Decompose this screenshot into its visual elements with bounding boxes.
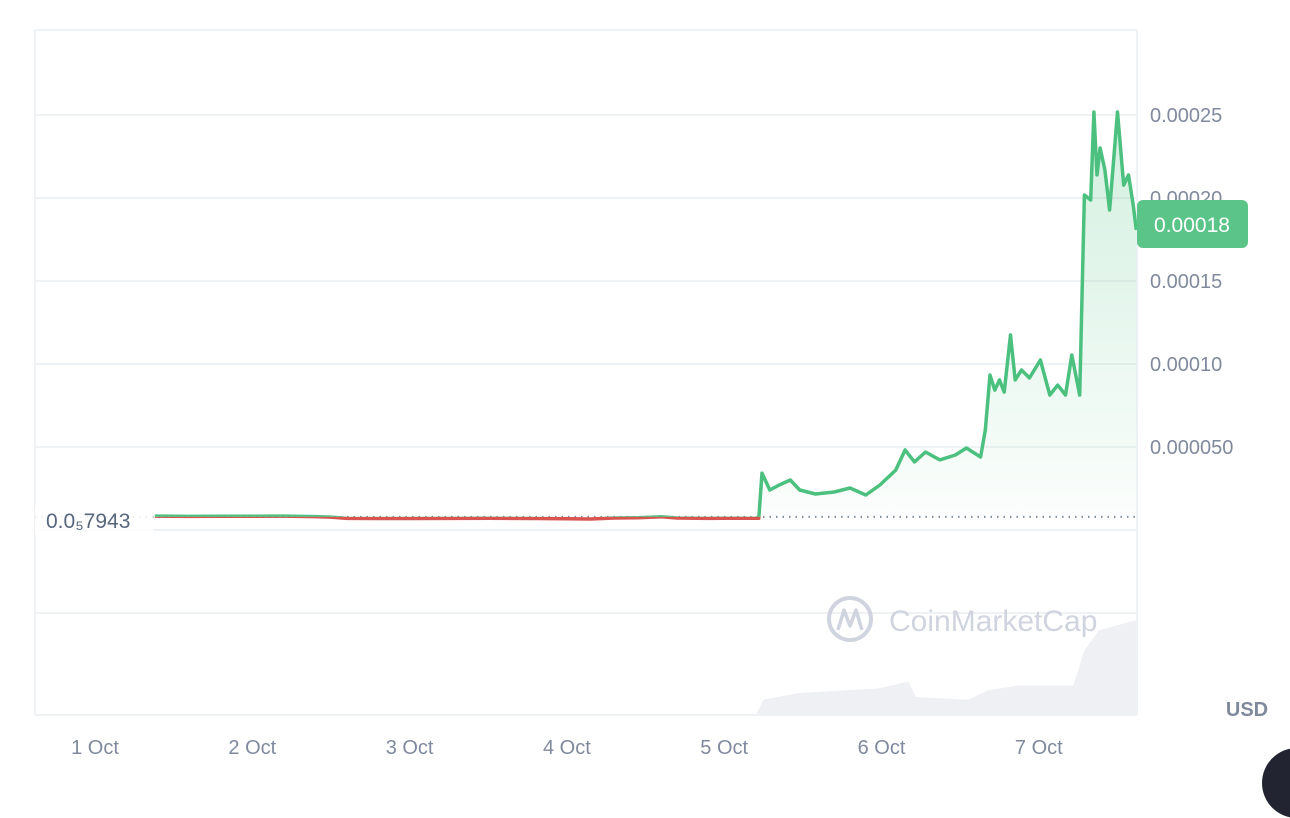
x-tick-label: 5 Oct [700,737,748,759]
current-price-label: 0.00018 [1154,214,1230,237]
currency-label[interactable]: USD [1226,699,1268,721]
y-tick-label: 0.00010 [1150,354,1222,376]
x-tick-label: 1 Oct [71,737,119,759]
y-tick-label: 0.000050 [1150,437,1233,459]
x-tick-label: 7 Oct [1015,737,1063,759]
current-price-badge [1137,200,1248,248]
gridlines [34,29,1138,716]
y-tick-label: 0.00025 [1150,105,1222,127]
price-chart: CoinMarketCap 0.0₅7943 0.000050 0.00010 0.… [34,29,1268,759]
watermark-text: CoinMarketCap [889,605,1097,638]
y-tick-label: 0.00015 [1150,271,1222,293]
x-tick-label: 3 Oct [386,737,434,759]
watermark: CoinMarketCap [827,596,1097,642]
reference-price-label: 0.0₅7943 [46,510,130,533]
x-tick-label: 2 Oct [228,737,276,759]
x-tick-label: 4 Oct [543,737,591,759]
price-area-fill [154,112,1137,517]
x-tick-label: 6 Oct [858,737,906,759]
volume-area [755,620,1137,715]
price-line-down [154,516,761,521]
price-line-up [154,110,1139,517]
